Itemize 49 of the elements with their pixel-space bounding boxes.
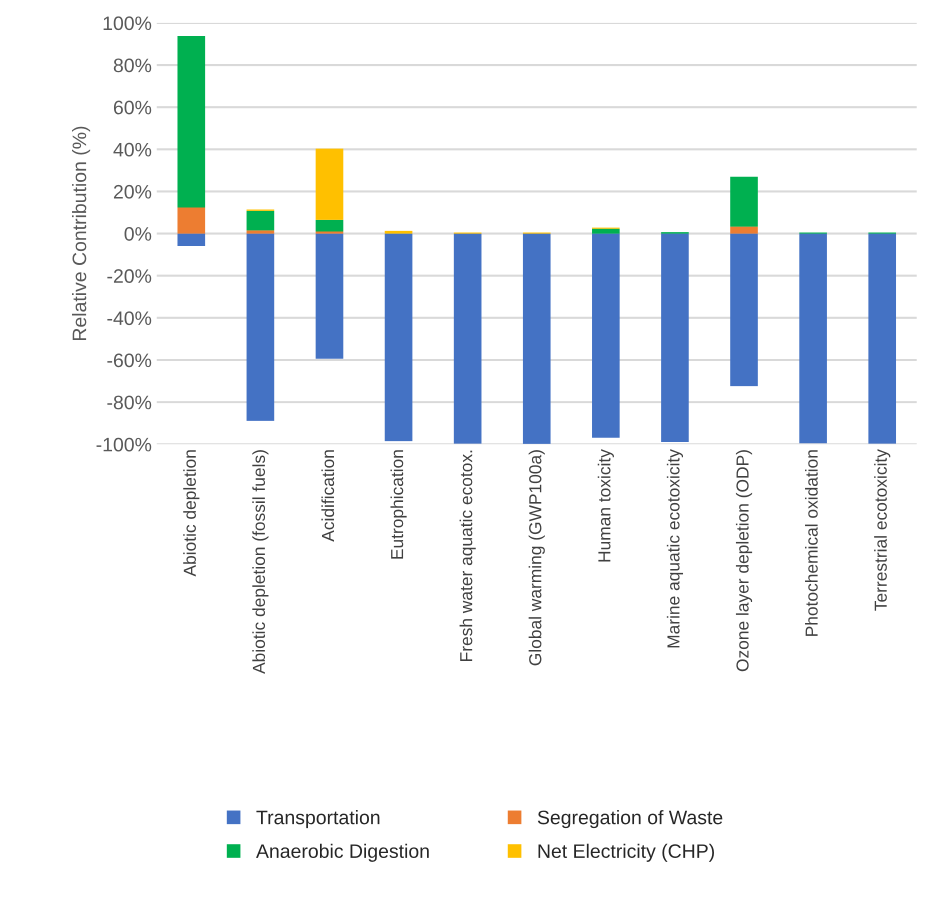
y-tick-label: -80%: [107, 396, 152, 410]
y-tick-label: 40%: [113, 142, 152, 157]
bar: [592, 234, 620, 438]
bar: [592, 228, 620, 234]
bar: [246, 230, 274, 234]
bar: [730, 226, 758, 234]
bar: [177, 36, 206, 208]
bar: [661, 234, 689, 442]
x-tick-label: Global warming (GWP100a): [528, 450, 545, 666]
bar: [316, 231, 344, 234]
bar: [799, 234, 827, 444]
x-tick-label: Fresh water aquatic ecotox.: [460, 450, 476, 661]
legend-label: Anaerobic Digestion: [256, 844, 429, 862]
y-tick-label: -40%: [107, 311, 152, 326]
x-tick-label: Abiotic depletion: [183, 450, 200, 576]
bar: [730, 234, 758, 386]
x-tick-label: Marine aquatic ecotoxicity: [666, 449, 684, 648]
y-axis-title: Relative Contribution (%): [72, 126, 90, 340]
bar: [246, 234, 274, 421]
bar: [730, 176, 758, 227]
bar: [246, 210, 274, 230]
y-tick-label: -60%: [107, 353, 152, 368]
bar: [384, 230, 412, 234]
y-tick-label: 100%: [104, 16, 152, 30]
x-tick-label: Ozone layer depletion (ODP): [736, 450, 752, 672]
bar: [177, 207, 206, 234]
y-tick-label: -20%: [107, 269, 152, 283]
x-tick-label: Terrestrial ecotoxicity: [874, 449, 890, 611]
bar: [868, 234, 896, 444]
y-tick-label: -100%: [96, 438, 152, 452]
bar: [177, 234, 206, 246]
bar: [384, 234, 412, 442]
x-tick-label: Acidification: [321, 450, 334, 542]
bar: [316, 220, 344, 232]
bar: [522, 234, 551, 444]
bar: [316, 148, 344, 220]
bar: [454, 234, 482, 444]
x-tick-label: Photochemical oxidation: [805, 450, 818, 636]
legend-label: Net Electricity (CHP): [538, 844, 714, 862]
legend-label: Segregation of Waste: [538, 810, 722, 828]
legend-label: Transportation: [256, 810, 380, 828]
y-tick-label: 20%: [114, 184, 152, 199]
y-tick-label: 0%: [124, 227, 152, 241]
bar: [316, 234, 344, 359]
y-tick-label: 60%: [114, 100, 152, 114]
x-tick-label: Abiotic depletion (fossil fuels): [252, 450, 268, 674]
x-tick-label: Human toxicity: [598, 449, 614, 562]
x-tick-label: Eutrophication: [390, 450, 407, 559]
y-tick-label: 80%: [114, 58, 152, 72]
